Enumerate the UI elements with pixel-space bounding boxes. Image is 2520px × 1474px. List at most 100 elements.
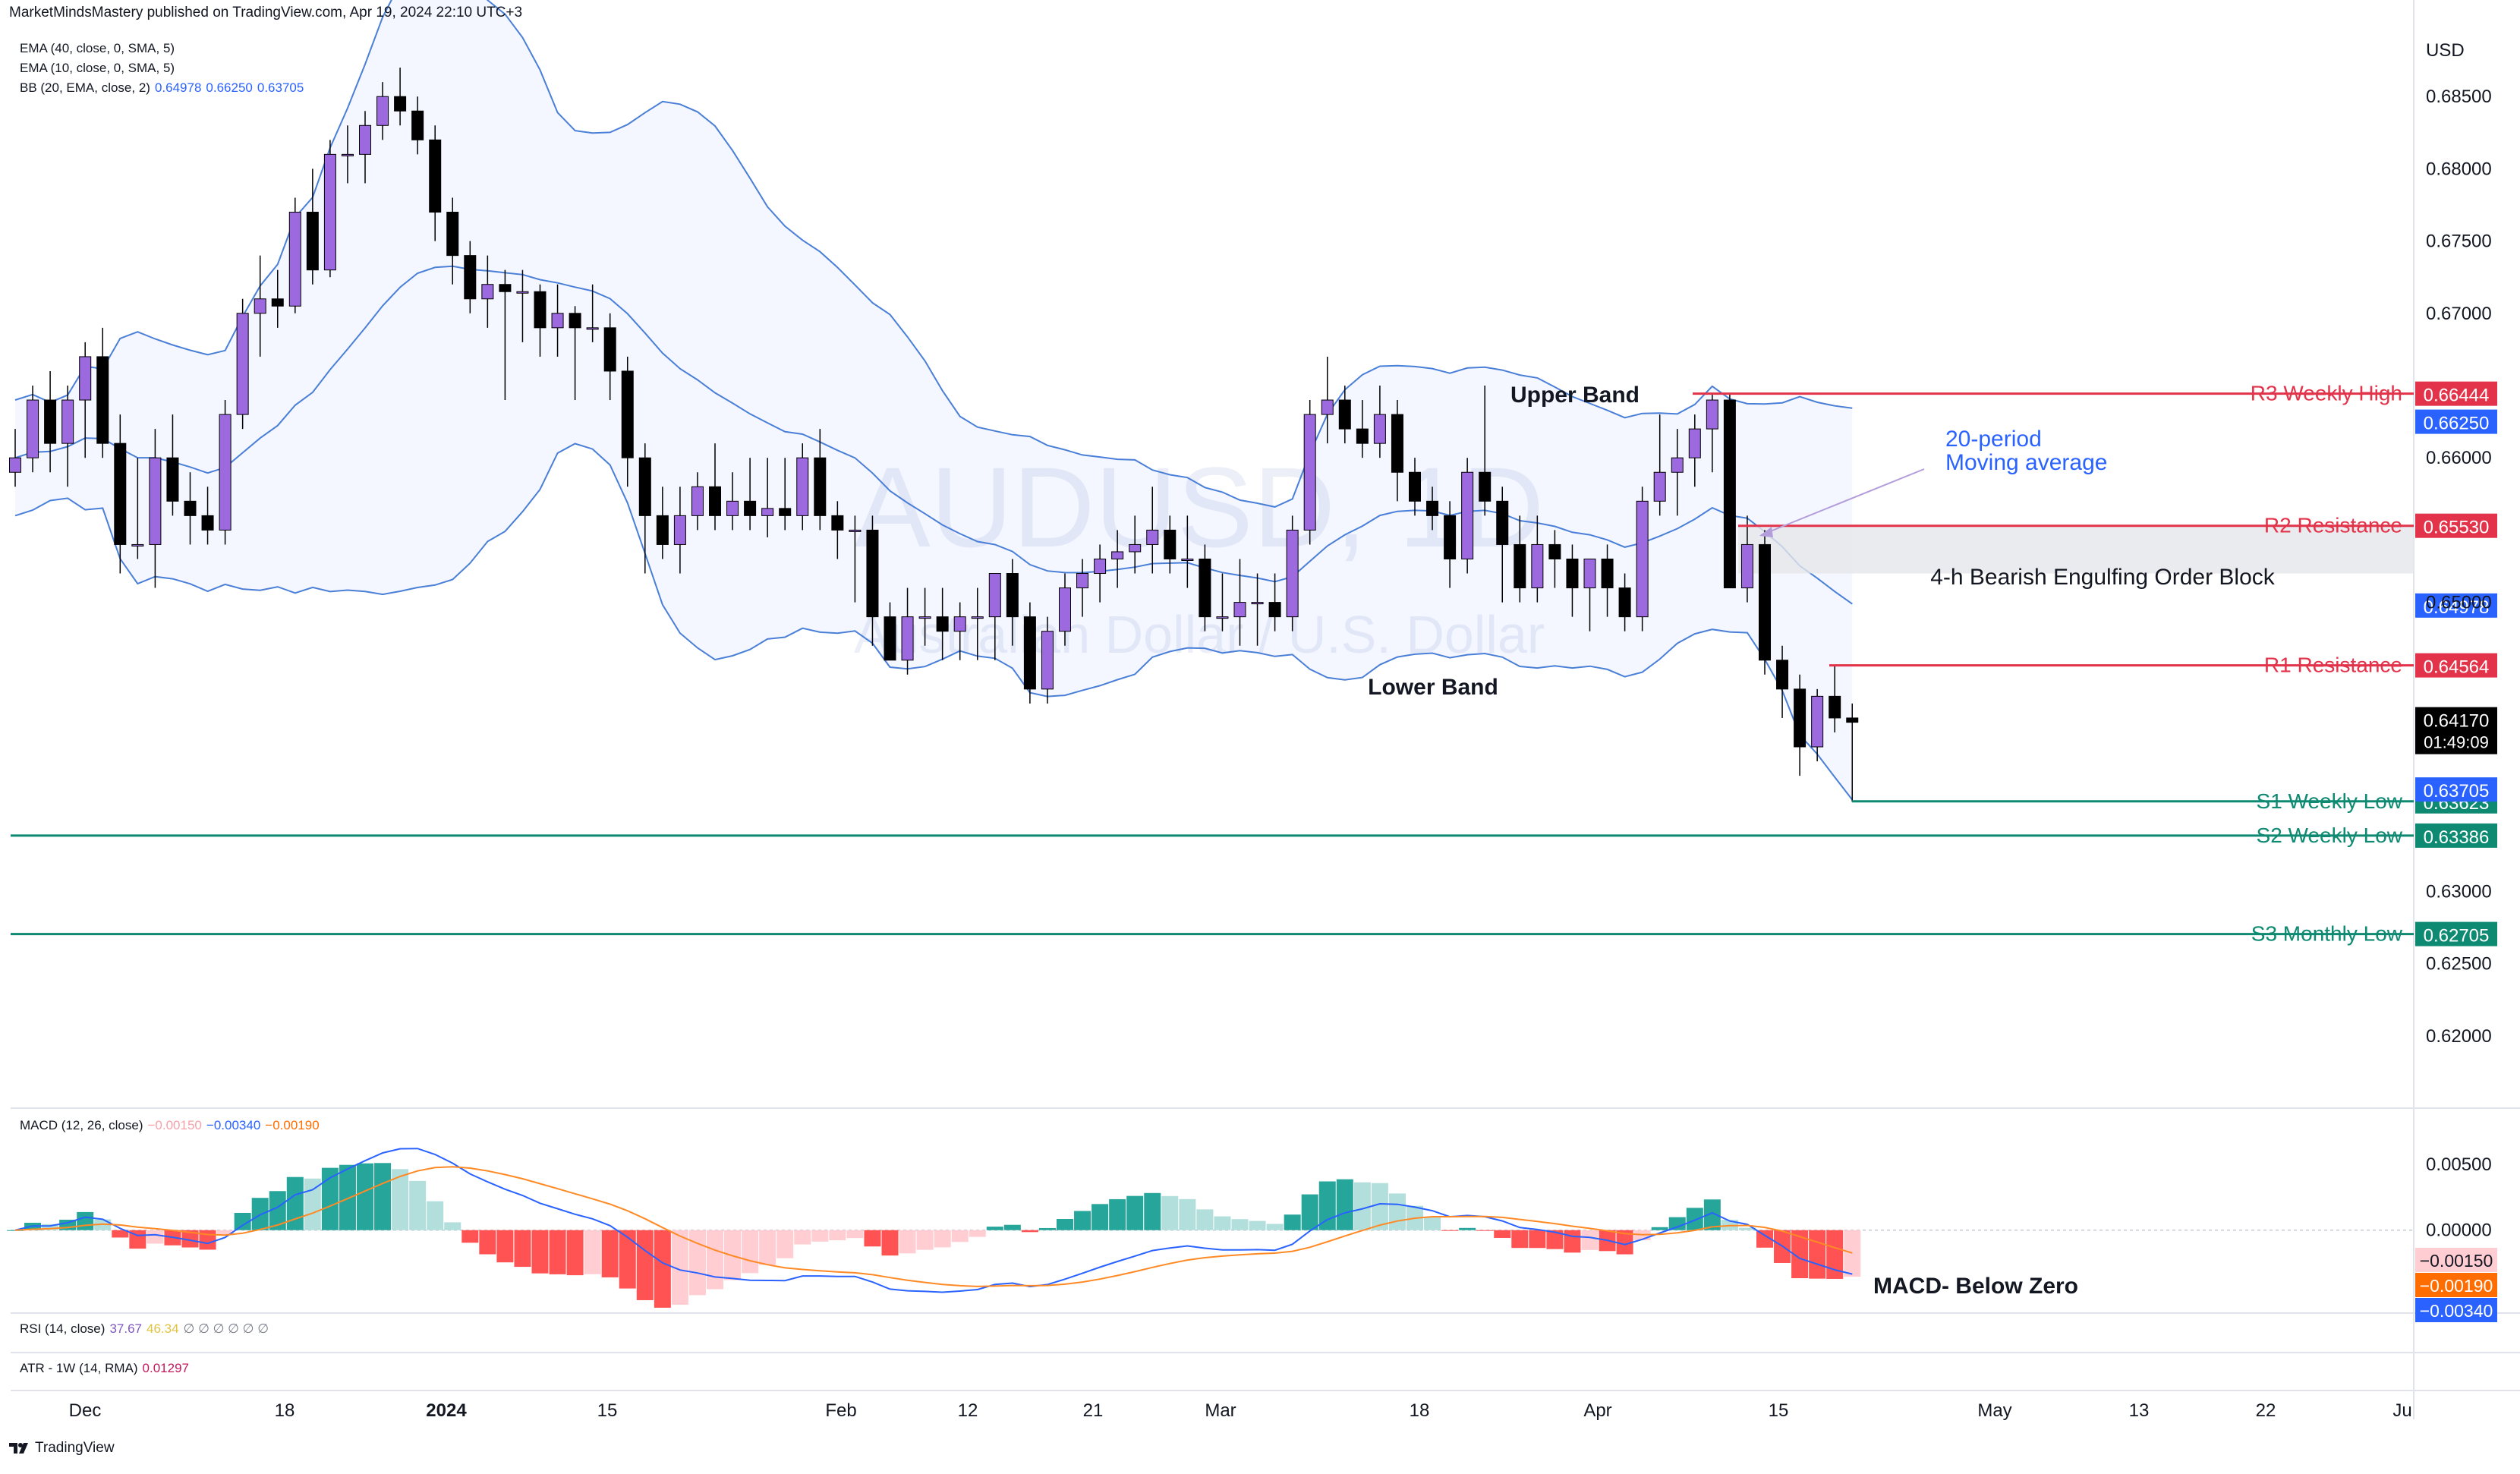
candle-body xyxy=(464,255,477,300)
atr-legend[interactable]: ATR - 1W (14, RMA) 0.01297 xyxy=(20,1361,189,1375)
macd-histogram-bar xyxy=(584,1230,601,1274)
candle xyxy=(1251,573,1264,646)
macd-histogram-bar xyxy=(601,1230,619,1277)
candle xyxy=(271,269,284,328)
candle-body xyxy=(936,616,949,632)
candle-body xyxy=(1146,529,1159,545)
candle xyxy=(1846,703,1859,802)
candle-body xyxy=(709,486,721,516)
candle-body xyxy=(499,284,512,292)
candle-body xyxy=(744,500,757,516)
candle-body xyxy=(901,616,914,661)
candle xyxy=(166,414,179,516)
candle xyxy=(884,602,896,661)
macd-legend[interactable]: MACD (12, 26, close) −0.00150 −0.00340 −0.0… xyxy=(20,1118,320,1132)
macd-histogram-bar xyxy=(759,1230,776,1265)
macd-histogram-bar xyxy=(1476,1230,1494,1231)
candle-body xyxy=(621,370,634,458)
candle xyxy=(464,241,477,313)
macd-histogram-bar xyxy=(1651,1227,1668,1230)
macd-histogram-bar xyxy=(1109,1198,1126,1230)
bb-legend[interactable]: BB (20, EMA, close, 2) 0.64978 0.66250 0.63… xyxy=(20,80,304,95)
candle xyxy=(1059,573,1071,646)
candle-body xyxy=(306,212,319,271)
candle xyxy=(866,515,879,646)
candle xyxy=(1636,487,1649,631)
candle xyxy=(1321,356,1334,444)
level-tag-text: 0.64564 xyxy=(2424,657,2490,678)
macd-histogram-bar xyxy=(1616,1230,1633,1255)
y-tick-label: 0.62500 xyxy=(2426,954,2492,975)
macd-histogram-bar xyxy=(969,1230,986,1237)
macd-histogram-bar xyxy=(1844,1230,1861,1277)
macd-histogram-bar xyxy=(1441,1230,1459,1231)
candle-body xyxy=(1164,529,1177,559)
last-price-tag xyxy=(2415,707,2497,754)
candle xyxy=(814,429,827,531)
candle-body xyxy=(1723,399,1736,589)
candle-body xyxy=(1199,558,1211,618)
candle-body xyxy=(726,500,739,516)
candle-body xyxy=(411,110,424,140)
candle-body xyxy=(1514,543,1526,589)
macd-histogram-bar xyxy=(1038,1227,1056,1230)
macd-histogram-bar xyxy=(1791,1230,1809,1279)
candle-body xyxy=(1076,573,1089,589)
ema40-legend[interactable]: EMA (40, close, 0, SMA, 5) xyxy=(20,41,175,55)
candle xyxy=(114,414,127,574)
macd-histogram-bar xyxy=(742,1230,759,1274)
candle xyxy=(1216,573,1229,631)
candle-body xyxy=(1531,543,1544,589)
candle-body xyxy=(779,508,792,516)
candle xyxy=(1146,487,1159,574)
level-label: S2 Weekly Low xyxy=(2257,824,2403,847)
x-tick-label: May xyxy=(1977,1400,2011,1421)
countdown-text: 01:49:09 xyxy=(2424,733,2489,752)
candle xyxy=(1356,400,1369,458)
candle-body xyxy=(1129,543,1142,553)
candle-body xyxy=(1829,695,1841,719)
ema10-legend[interactable]: EMA (10, close, 0, SMA, 5) xyxy=(20,61,175,75)
macd-histogram-bar xyxy=(1196,1209,1214,1230)
candle-body xyxy=(201,515,214,531)
candle-body xyxy=(1268,602,1281,618)
macd-histogram-bar xyxy=(496,1230,514,1263)
y-tick-label: 0.67500 xyxy=(2426,231,2492,252)
candle-body xyxy=(1671,457,1684,473)
tradingview-footer[interactable]: TradingView xyxy=(9,1440,115,1457)
candle-body xyxy=(61,399,74,444)
macd-histogram-bar xyxy=(1668,1217,1686,1230)
macd-histogram-bar xyxy=(514,1230,531,1268)
candle xyxy=(9,429,21,487)
y-tick-label: 0.65000 xyxy=(2426,593,2492,613)
candle-body xyxy=(429,139,442,213)
candle-body xyxy=(1041,631,1054,690)
candle xyxy=(603,313,616,401)
candle xyxy=(1303,400,1316,545)
macd-histogram-bar xyxy=(899,1230,916,1254)
candle-body xyxy=(359,124,371,155)
candle xyxy=(236,298,249,430)
candle-body xyxy=(1023,616,1036,690)
candle xyxy=(621,356,634,487)
level-tag xyxy=(2415,921,2497,946)
x-tick-label: 18 xyxy=(275,1400,295,1421)
candle-body xyxy=(1479,471,1492,502)
candle xyxy=(1129,515,1142,574)
macd-histogram-bar xyxy=(1074,1211,1091,1230)
rsi-legend[interactable]: RSI (14, close) 37.67 46.34 ∅ ∅ ∅ ∅ ∅ ∅ xyxy=(20,1321,269,1336)
candle-body xyxy=(1391,414,1403,473)
level-tag xyxy=(2415,513,2497,538)
candle xyxy=(1006,559,1019,646)
candle-body xyxy=(1548,543,1561,559)
level-tag-text: 0.65530 xyxy=(2424,518,2490,538)
candle xyxy=(534,284,547,357)
candle-body xyxy=(1321,399,1334,415)
candle-body xyxy=(1601,558,1614,589)
candle xyxy=(254,255,266,357)
candle-body xyxy=(971,616,984,619)
macd-histogram-bar xyxy=(1546,1230,1564,1249)
candle xyxy=(1829,666,1841,732)
